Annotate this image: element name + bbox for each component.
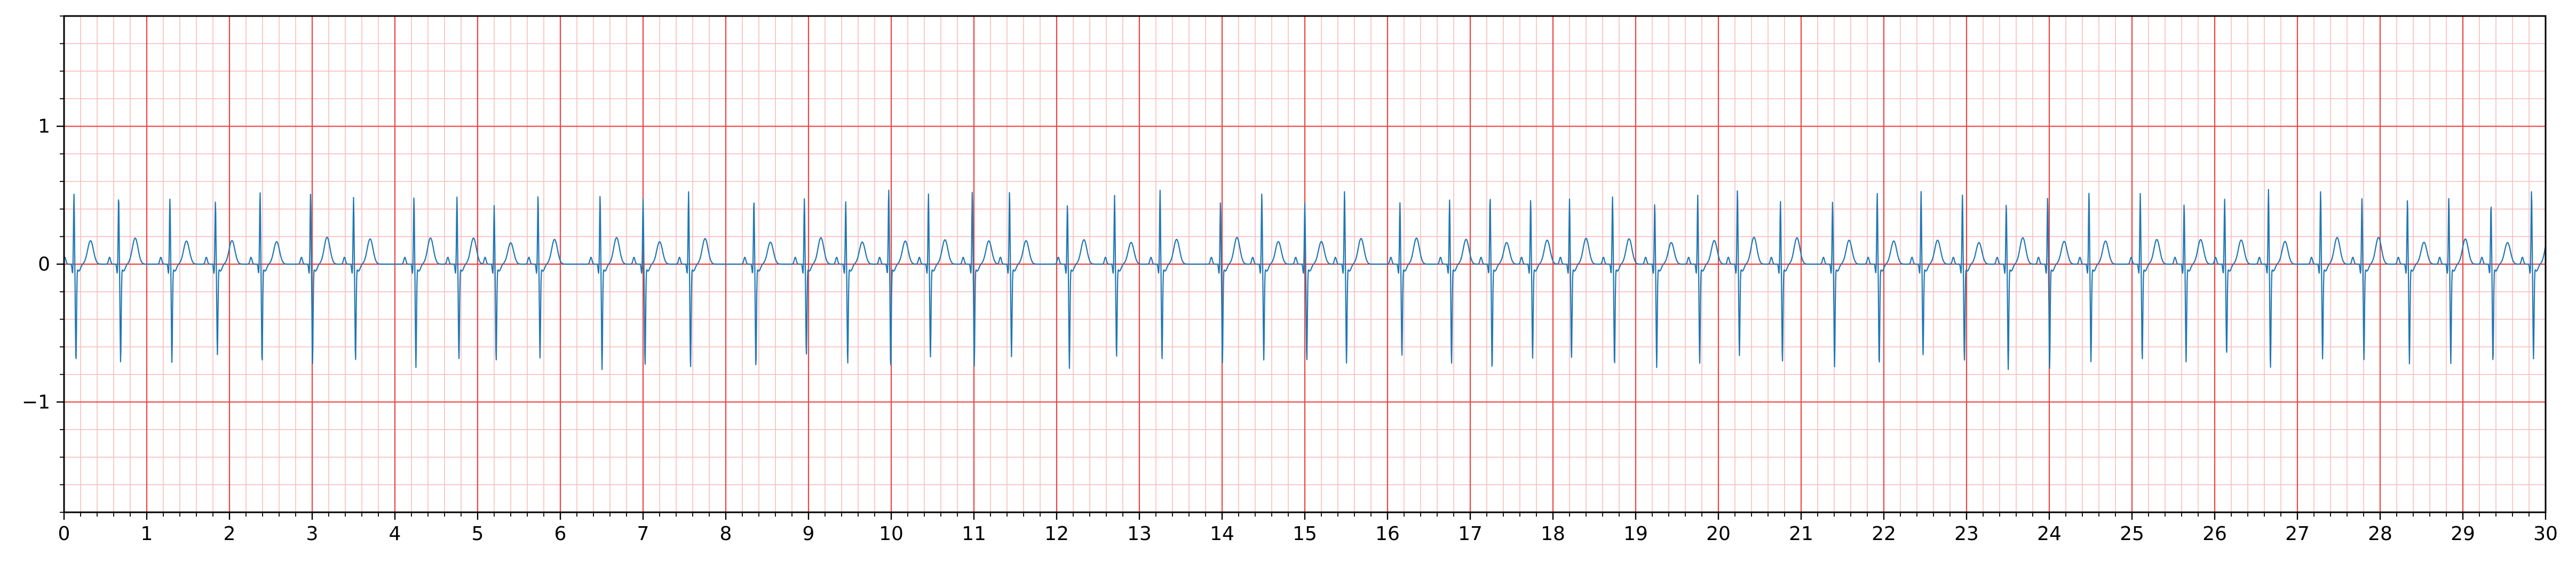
y-tick-label: 0: [38, 253, 50, 275]
x-tick-label: 19: [1623, 523, 1648, 545]
y-tick-label: 1: [38, 116, 50, 138]
x-tick-label: 24: [2037, 523, 2062, 545]
x-tick-label: 11: [962, 523, 986, 545]
x-tick-label: 22: [1872, 523, 1896, 545]
x-tick-label: 9: [803, 523, 815, 545]
x-tick-label: 12: [1044, 523, 1069, 545]
x-tick-label: 5: [472, 523, 484, 545]
x-tick-label: 0: [58, 523, 70, 545]
x-tick-label: 1: [141, 523, 153, 545]
x-axis-ticks: 0 1 2 3 4 5 6 7 8 9 10 11 12 13 14 15 16 17 18 19 20 21 22 23 24…: [58, 512, 2558, 545]
x-tick-label: 23: [1954, 523, 1979, 545]
x-tick-label: 13: [1127, 523, 1152, 545]
x-tick-label: 6: [554, 523, 567, 545]
x-tick-label: 28: [2368, 523, 2392, 545]
x-tick-label: 26: [2202, 523, 2227, 545]
y-tick-label: −1: [22, 391, 50, 413]
x-tick-label: 25: [2120, 523, 2144, 545]
x-tick-label: 29: [2451, 523, 2475, 545]
x-tick-label: 2: [224, 523, 236, 545]
x-tick-label: 30: [2533, 523, 2558, 545]
x-tick-label: 20: [1706, 523, 1731, 545]
x-tick-label: 10: [879, 523, 903, 545]
x-tick-label: 7: [637, 523, 649, 545]
x-tick-label: 16: [1375, 523, 1400, 545]
x-tick-label: 18: [1541, 523, 1565, 545]
ecg-trace: [63, 189, 2547, 370]
y-axis-ticks: −1 0 1: [22, 15, 64, 513]
major-grid: [63, 16, 2547, 512]
x-tick-label: 4: [389, 523, 401, 545]
x-tick-label: 15: [1293, 523, 1317, 545]
x-tick-label: 21: [1789, 523, 1813, 545]
x-tick-label: 27: [2285, 523, 2310, 545]
x-tick-label: 14: [1210, 523, 1234, 545]
x-tick-label: 17: [1458, 523, 1483, 545]
x-tick-label: 8: [720, 523, 732, 545]
x-tick-label: 3: [306, 523, 319, 545]
